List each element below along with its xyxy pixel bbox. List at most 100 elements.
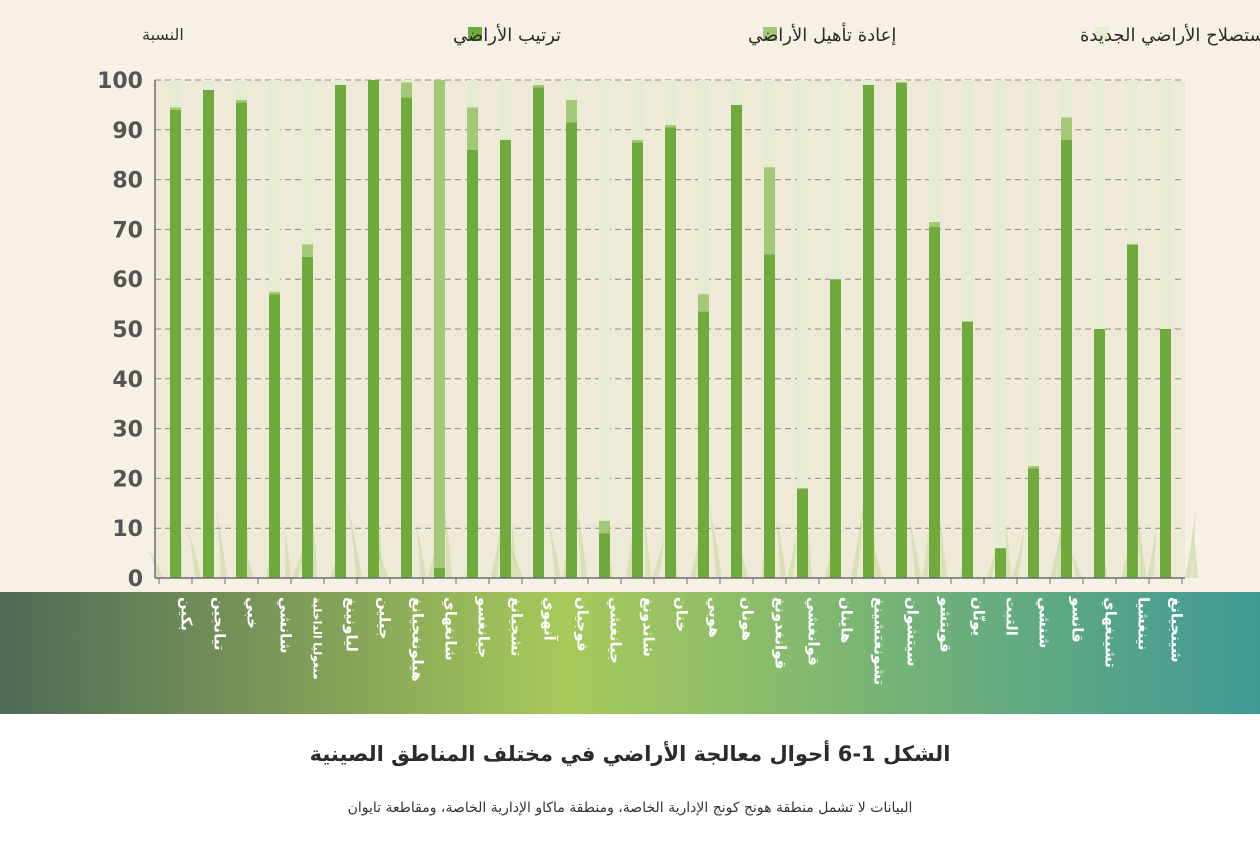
bar-segment [566, 122, 577, 578]
bar-segment [1028, 468, 1039, 578]
bar-segment [401, 82, 412, 98]
x-tick-label: بكين [178, 597, 196, 631]
y-axis-label: النسبة [142, 25, 184, 44]
bar-segment [434, 80, 445, 569]
x-tick-label: تشونغتشينغ [871, 597, 889, 685]
bar-segment [896, 80, 907, 83]
bar-segment [1094, 80, 1105, 329]
x-tick-label: شينجيانغ [1168, 597, 1186, 662]
x-tick-label: آنهوي [540, 597, 559, 642]
x-tick-label: نينغشيا [1135, 597, 1153, 650]
grass-blade [548, 521, 561, 578]
grass-blade [690, 518, 704, 578]
bar-segment [335, 80, 346, 85]
y-tick-label: 40 [112, 368, 143, 393]
bar-segment [962, 321, 973, 578]
grass-blade [1136, 508, 1146, 578]
y-tick-label: 0 [128, 567, 143, 592]
bar-segment [599, 533, 610, 578]
x-tick-label: قويتشو [937, 596, 955, 653]
grass-blade [776, 516, 786, 578]
bar-segment [665, 80, 676, 125]
bar-segment [434, 568, 445, 578]
grass-blade [1192, 525, 1198, 578]
grass-blade [922, 531, 929, 578]
bar-segment [335, 84, 346, 578]
bar-segment [1127, 80, 1138, 245]
legend-label: ترتيب الأراضي [453, 24, 561, 46]
bar-segment [302, 244, 313, 257]
grass-blade [284, 527, 291, 578]
bar-segment [797, 80, 808, 489]
bar-segment [236, 102, 247, 578]
bar-segment [533, 84, 544, 88]
bar-segment [731, 80, 742, 105]
bar-segment [269, 294, 280, 578]
bar-segment [203, 80, 214, 90]
y-tick-label: 80 [112, 169, 143, 194]
bar-segment [236, 99, 247, 103]
bar-segment [368, 80, 379, 578]
x-tick-label: شانغهاي [441, 597, 460, 661]
legend-swatch [1095, 27, 1109, 41]
bar-segment [929, 226, 940, 578]
bar-segment [467, 107, 478, 150]
bar-segment [929, 80, 940, 222]
grass-blade [787, 534, 796, 578]
bar-segment [929, 221, 940, 227]
x-tick-label: شاندونغ [640, 597, 658, 657]
x-tick-label: جيلين [376, 597, 394, 640]
bar-segment [764, 80, 775, 168]
legend-swatch [763, 27, 777, 41]
bar-segment [1061, 139, 1072, 578]
y-tick-label: 70 [112, 218, 143, 243]
y-tick-labels: 0 10 20 30 40 50 60 70 80 90 100 [97, 69, 143, 592]
bar-segment [1028, 80, 1039, 466]
bar-segment [500, 139, 511, 578]
bar-segment [698, 80, 709, 295]
x-tick-label: تيانجين [211, 597, 229, 650]
legend-swatch [468, 27, 482, 41]
x-tick-label: تشينغهاي [1101, 597, 1120, 668]
bar-segment [566, 80, 577, 100]
grass-blade [986, 548, 996, 578]
bar-segment [896, 82, 907, 579]
bar-segment [170, 80, 181, 108]
bar-segment [995, 548, 1006, 578]
bar-segment [1094, 329, 1105, 578]
bar-segment [533, 80, 544, 85]
legend-label: إعادة تأهيل الأراضي [748, 22, 896, 46]
grass-blade [491, 504, 504, 578]
bar-segment [632, 80, 643, 140]
bar-segment [401, 80, 412, 83]
bar-segment [698, 294, 709, 312]
bar-segment [500, 80, 511, 140]
bar-segment [203, 89, 214, 579]
grass-blade [427, 542, 436, 578]
grass-blade [292, 545, 304, 578]
x-tick-label: التبت [1003, 597, 1021, 636]
bar-segment [764, 167, 775, 255]
bar-segment [170, 109, 181, 578]
x-tick-label: هيلونغجيانغ [409, 597, 427, 682]
x-tick-label: منغوليا الداخلية [311, 597, 324, 680]
y-tick-label: 50 [112, 318, 143, 343]
legend-label: استصلاح الأراضي الجديدة [1080, 24, 1260, 46]
y-tick-label: 90 [112, 119, 143, 144]
x-tick-labels: بكين تيانجين خبي شانشي منغوليا الداخلية لياون… [178, 596, 1186, 685]
bar-segment [764, 254, 775, 579]
bar-segment [1160, 80, 1171, 329]
bar-segment [830, 80, 841, 280]
figure-caption-note: البيانات لا تشمل منطقة هونج كونج الإداري… [347, 800, 913, 816]
x-tick-label: شانشي [277, 597, 295, 653]
bar-segment [698, 311, 709, 578]
grass-blade [416, 524, 426, 578]
legend: استصلاح الأراضي الجديدة إعادة تأهيل الأرا… [453, 22, 1260, 46]
x-tick-label: خبي [244, 597, 262, 629]
bar-segment [302, 256, 313, 578]
bar-segment [236, 80, 247, 100]
bar-segment [599, 520, 610, 534]
bar-segment [269, 291, 280, 295]
grass-blade [444, 505, 452, 578]
grass-blade [652, 537, 664, 578]
